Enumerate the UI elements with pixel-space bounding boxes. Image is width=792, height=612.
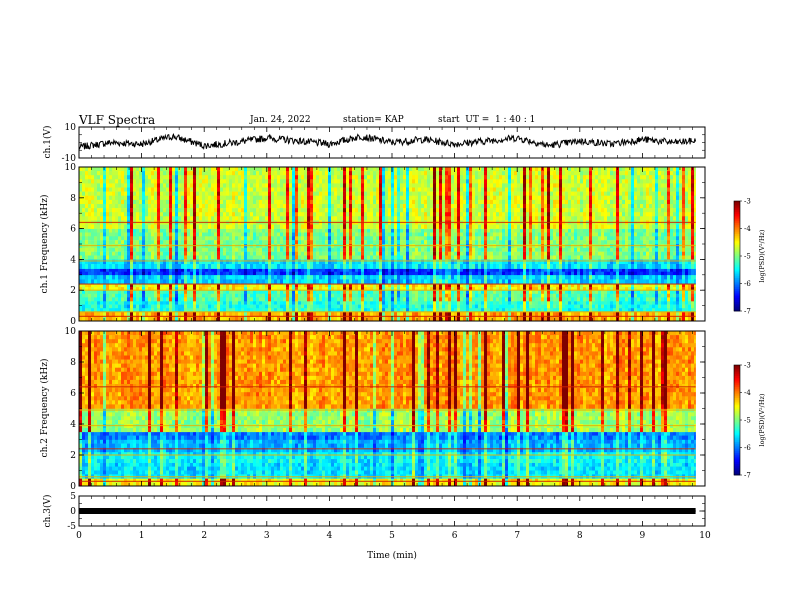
station-label: station= KAP bbox=[343, 115, 404, 125]
colorbar-tick-label: -5 bbox=[744, 417, 751, 425]
y-tick-label: 8 bbox=[70, 358, 76, 368]
x-tick-label: 7 bbox=[514, 531, 520, 541]
x-tick-label: 9 bbox=[640, 531, 646, 541]
y-tick-label: 2 bbox=[70, 451, 76, 461]
x-tick-label: 10 bbox=[699, 531, 711, 541]
x-axis-label: Time (min) bbox=[367, 550, 417, 561]
chart-title: VLF Spectra bbox=[79, 113, 156, 127]
x-tick-label: 4 bbox=[327, 531, 333, 541]
ch2-freq-ylabel: ch.2 Frequency (kHz) bbox=[39, 359, 50, 458]
y-tick-label: 10 bbox=[65, 163, 77, 173]
ch2-spectrogram bbox=[79, 331, 696, 487]
y-tick-label: 4 bbox=[70, 420, 76, 430]
y-tick-label: 2 bbox=[70, 286, 76, 296]
colorbar-tick-label: -4 bbox=[744, 225, 751, 233]
colorbar-tick-label: -6 bbox=[744, 280, 751, 288]
y-tick-label: 4 bbox=[70, 255, 76, 265]
ch1-ylabel: ch.1(V) bbox=[42, 126, 53, 159]
y-tick-label: 10 bbox=[65, 327, 77, 337]
ch2-colorbar bbox=[734, 365, 740, 476]
y-tick-label: -5 bbox=[67, 522, 76, 532]
ch1-freq-ylabel: ch.1 Frequency (kHz) bbox=[39, 195, 50, 294]
ch1-colorbar bbox=[734, 201, 740, 312]
colorbar-tick-label: -3 bbox=[744, 198, 751, 206]
ch1-spectrogram bbox=[79, 167, 696, 322]
colorbar-tick-label: -6 bbox=[744, 444, 751, 452]
x-tick-label: 1 bbox=[139, 531, 145, 541]
x-tick-label: 3 bbox=[264, 531, 270, 541]
x-tick-label: 8 bbox=[577, 531, 583, 541]
colorbar-tick-label: -3 bbox=[744, 362, 751, 370]
colorbar-tick-label: -7 bbox=[744, 308, 751, 316]
x-tick-label: 2 bbox=[201, 531, 207, 541]
ch3-ylabel: ch.3(V) bbox=[42, 495, 53, 528]
date-label: Jan. 24, 2022 bbox=[250, 115, 311, 125]
y-tick-label: 8 bbox=[70, 194, 76, 204]
start-time-label: start UT = 1 : 40 : 1 bbox=[438, 115, 536, 125]
colorbar-tick-label: -4 bbox=[744, 389, 751, 397]
colorbar-label: log(PSD)(V²/Hz) bbox=[758, 229, 766, 282]
y-tick-label: 0 bbox=[70, 507, 76, 517]
colorbar-tick-label: -7 bbox=[744, 472, 751, 480]
colorbar-tick-label: -5 bbox=[744, 253, 751, 261]
x-tick-label: 6 bbox=[452, 531, 458, 541]
y-tick-label: 0 bbox=[70, 317, 76, 327]
y-tick-label: 6 bbox=[70, 225, 76, 235]
y-tick-label: 0 bbox=[70, 482, 76, 492]
y-tick-label: 5 bbox=[70, 492, 76, 502]
colorbar-label: log(PSD)(V²/Hz) bbox=[758, 393, 766, 446]
y-tick-label: 10 bbox=[65, 123, 77, 133]
ch1-waveform-line bbox=[78, 132, 697, 151]
x-tick-label: 0 bbox=[76, 531, 82, 541]
x-tick-label: 5 bbox=[389, 531, 395, 541]
y-tick-label: -10 bbox=[62, 154, 77, 164]
y-tick-label: 6 bbox=[70, 389, 76, 399]
